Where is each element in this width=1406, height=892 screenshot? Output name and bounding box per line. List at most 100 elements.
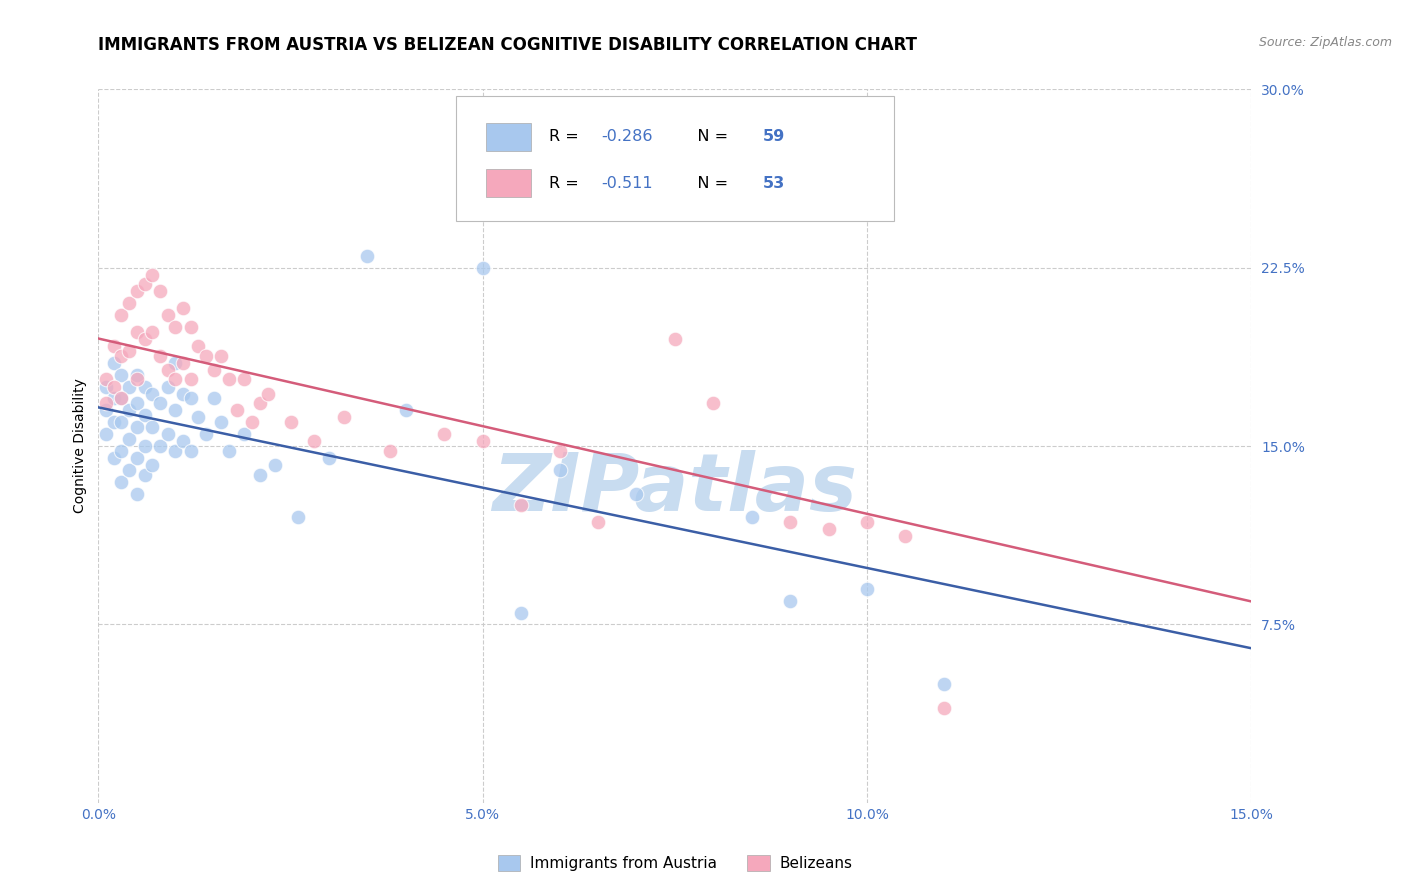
Y-axis label: Cognitive Disability: Cognitive Disability [73,378,87,514]
Point [380,443,402,458]
Point [141,325,163,339]
Point [932,700,955,714]
Point [118,343,141,358]
Point [134,439,156,453]
Point [110,392,132,406]
Point [134,408,156,422]
Point [702,396,724,410]
Point [510,606,533,620]
Point [302,434,325,449]
Point [134,467,156,482]
Point [134,379,156,393]
Point [626,486,648,500]
Point [287,510,309,524]
Point [94,379,117,393]
Point [586,515,609,529]
Point [125,368,148,382]
Text: 53: 53 [762,176,785,191]
Point [233,372,256,386]
Text: R =: R = [550,176,583,191]
Point [856,582,879,596]
Point [141,268,163,282]
Point [225,403,247,417]
Point [94,403,117,417]
Text: N =: N = [682,176,733,191]
Point [110,308,132,322]
Point [165,356,187,370]
Point [125,285,148,299]
Point [103,450,125,465]
Point [741,510,763,524]
Point [149,349,172,363]
Point [110,475,132,489]
Point [141,458,163,472]
Point [264,458,287,472]
Point [548,443,571,458]
Point [233,427,256,442]
Point [103,415,125,429]
Point [134,332,156,346]
Point [187,339,209,353]
Point [165,320,187,334]
Point [333,410,356,425]
Point [356,249,378,263]
Point [218,372,240,386]
Point [118,432,141,446]
Point [202,363,225,377]
Point [741,178,763,192]
Point [548,463,571,477]
Point [118,463,141,477]
Point [156,379,179,393]
Point [118,403,141,417]
Point [149,285,172,299]
Text: -0.511: -0.511 [602,176,652,191]
Point [110,443,132,458]
Point [817,522,839,536]
Point [172,356,194,370]
Point [779,593,801,607]
Text: R =: R = [550,129,583,145]
Point [240,415,263,429]
Point [125,396,148,410]
Point [180,372,202,386]
Text: 59: 59 [762,129,785,145]
Point [471,260,494,275]
Point [134,277,156,292]
Point [94,372,117,386]
Point [125,325,148,339]
Point [779,515,801,529]
Point [510,499,533,513]
Point [202,392,225,406]
Point [118,379,141,393]
Text: ZIPatlas: ZIPatlas [492,450,858,528]
Point [195,349,218,363]
Point [125,420,148,434]
Point [156,427,179,442]
Point [149,439,172,453]
Point [318,450,340,465]
Point [180,320,202,334]
Point [433,427,456,442]
Point [471,434,494,449]
Point [209,349,232,363]
Point [94,427,117,442]
Point [932,677,955,691]
FancyBboxPatch shape [486,123,531,151]
Point [172,434,194,449]
Point [141,386,163,401]
Point [256,386,278,401]
Point [103,392,125,406]
Point [172,386,194,401]
FancyBboxPatch shape [456,96,894,221]
Point [280,415,302,429]
Text: -0.286: -0.286 [602,129,652,145]
Point [125,486,148,500]
Point [209,415,232,429]
Point [103,339,125,353]
Point [165,403,187,417]
Point [110,392,132,406]
Point [195,427,218,442]
Point [894,529,917,543]
Point [180,443,202,458]
Point [218,443,240,458]
